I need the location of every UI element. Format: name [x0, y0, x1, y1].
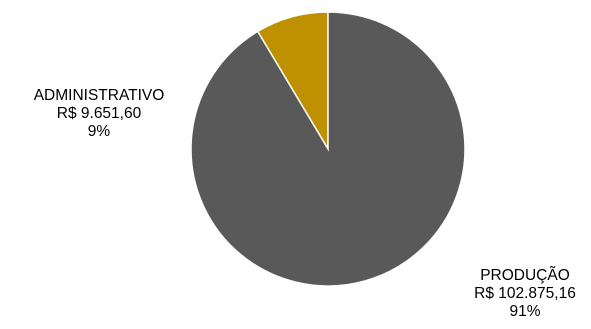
slice-name-producao: PRODUÇÃO	[480, 267, 570, 284]
slice-percent-producao: 91%	[509, 303, 541, 320]
slice-label-administrativo: ADMINISTRATIVO R$ 9.651,60 9%	[14, 87, 184, 141]
pie-slices	[190, 11, 466, 287]
slice-name-administrativo: ADMINISTRATIVO	[33, 87, 165, 104]
slice-value-administrativo: R$ 9.651,60	[56, 105, 142, 122]
slice-percent-administrativo: 9%	[87, 123, 111, 140]
pie-slice-producao	[190, 11, 466, 287]
slice-value-producao: R$ 102.875,16	[474, 285, 576, 302]
slice-label-producao: PRODUÇÃO R$ 102.875,16 91%	[460, 267, 590, 321]
